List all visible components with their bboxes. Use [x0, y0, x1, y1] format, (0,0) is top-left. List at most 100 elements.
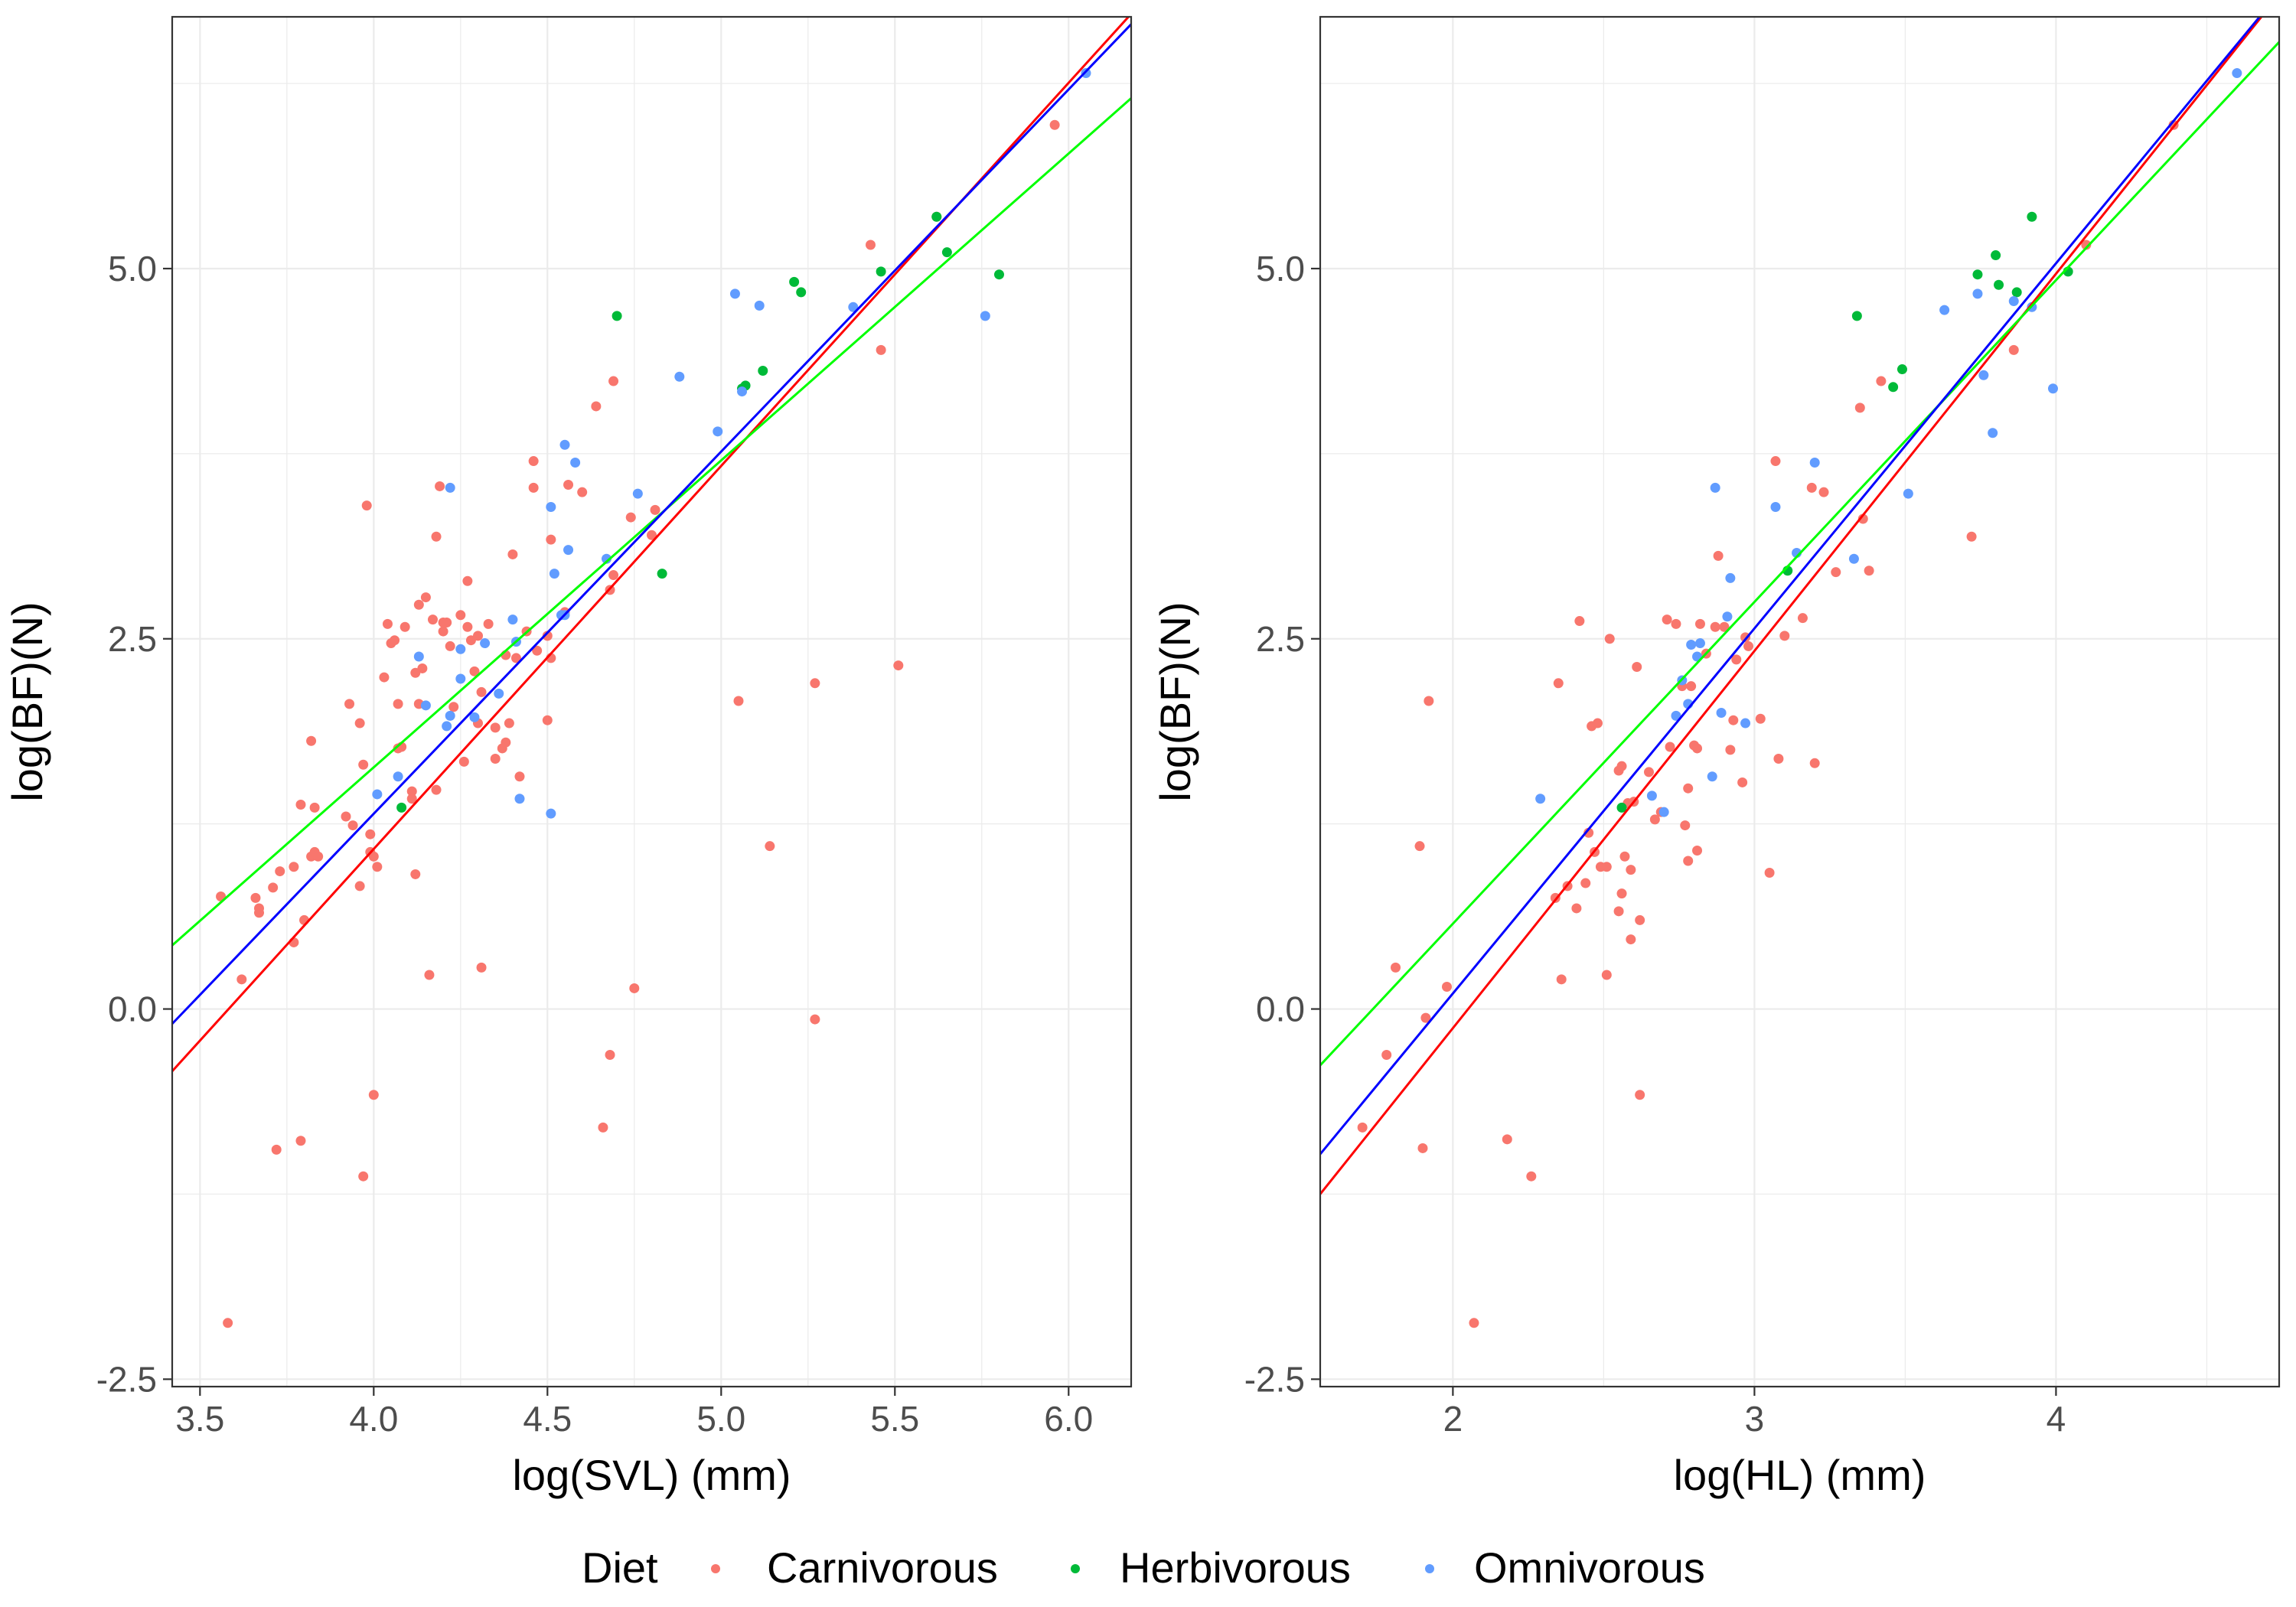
- svl-point-carnivorous: [382, 618, 393, 629]
- svl-point-omnivorous: [559, 439, 570, 450]
- svl-point-herbivorous: [657, 569, 667, 579]
- hl-point-carnivorous: [1381, 1050, 1392, 1061]
- svl-point-carnivorous: [295, 799, 306, 810]
- svl-point-carnivorous: [406, 794, 417, 804]
- svl-point-omnivorous: [420, 700, 431, 711]
- svl-point-herbivorous: [876, 266, 886, 277]
- hl-point-omnivorous: [1710, 482, 1720, 493]
- hl-fit-lines: [1320, 17, 2279, 1195]
- hl-ticks: 2 3 4 -2.5 0.0 2.5 5.0: [1244, 249, 2066, 1439]
- svl-x-tick-label: 5.0: [696, 1399, 745, 1439]
- hl-point-carnivorous: [1818, 487, 1829, 497]
- svl-points: [216, 68, 1091, 1328]
- legend-label-carnivorous: Carnivorous: [767, 1543, 998, 1592]
- legend-key-herbivorous: [1071, 1564, 1080, 1573]
- svl-point-carnivorous: [462, 621, 473, 632]
- svl-point-carnivorous: [629, 983, 640, 993]
- svl-panel-border: [171, 15, 1133, 1388]
- svl-point-omnivorous: [455, 644, 466, 654]
- svl-point-carnivorous: [510, 653, 521, 663]
- svl-point-carnivorous: [542, 631, 553, 641]
- hl-point-carnivorous: [1710, 621, 1720, 632]
- hl-point-herbivorous: [2011, 287, 2022, 298]
- hl-point-carnivorous: [1779, 631, 1790, 641]
- hl-point-carnivorous: [1626, 934, 1636, 945]
- hl-point-herbivorous: [1851, 311, 1862, 321]
- svl-point-carnivorous: [435, 481, 445, 491]
- svl-point-carnivorous: [608, 376, 619, 386]
- svl-point-carnivorous: [542, 715, 553, 725]
- hl-point-carnivorous: [1809, 758, 1820, 768]
- svl-point-carnivorous: [390, 635, 400, 646]
- svl-point-omnivorous: [507, 614, 518, 625]
- hl-point-carnivorous: [1635, 914, 1645, 925]
- hl-x-axis-title: log(HL) (mm): [1674, 1451, 1926, 1499]
- hl-point-carnivorous: [1526, 1171, 1537, 1182]
- svl-point-omnivorous: [372, 789, 383, 800]
- hl-point-carnivorous: [1719, 621, 1730, 632]
- hl-point-carnivorous: [1571, 903, 1582, 914]
- svl-point-carnivorous: [306, 735, 317, 746]
- hl-point-carnivorous: [1966, 531, 1977, 542]
- hl-point-carnivorous: [1469, 1318, 1479, 1328]
- hl-point-omnivorous: [1646, 790, 1657, 801]
- svl-point-carnivorous: [445, 641, 455, 651]
- svl-point-carnivorous: [358, 1171, 369, 1182]
- hl-point-omnivorous: [1848, 553, 1859, 564]
- svl-point-carnivorous: [236, 974, 247, 985]
- svl-y-axis-title: log(BF)(N): [3, 601, 51, 801]
- hl-point-carnivorous: [1692, 743, 1703, 754]
- svl-point-carnivorous: [577, 487, 588, 497]
- svl-point-herbivorous: [796, 287, 807, 298]
- hl-points: [1357, 68, 2242, 1328]
- svl-point-omnivorous: [980, 311, 990, 321]
- svl-point-herbivorous: [941, 247, 952, 258]
- hl-point-herbivorous: [1888, 382, 1899, 393]
- svl-point-carnivorous: [354, 718, 365, 729]
- svl-fit-line-herbivorous: [172, 97, 1131, 947]
- hl-point-carnivorous: [1686, 681, 1697, 692]
- hl-point-carnivorous: [1616, 888, 1627, 899]
- hl-point-carnivorous: [1857, 513, 1868, 524]
- hl-point-carnivorous: [1683, 856, 1694, 866]
- svl-point-carnivorous: [344, 699, 355, 709]
- hl-point-carnivorous: [1502, 1134, 1512, 1145]
- svl-point-omnivorous: [563, 545, 574, 556]
- hl-point-herbivorous: [1972, 269, 1983, 280]
- svl-point-carnivorous: [400, 621, 410, 632]
- svl-fit-lines: [172, 17, 1131, 1072]
- hl-y-tick-label: 5.0: [1256, 249, 1305, 288]
- svl-panel: 3.5 4.0 4.5 5.0 5.5 6.0 -2.5 0.0 2.5 5.0 log(SVL) …: [3, 15, 1133, 1499]
- svl-x-tick-label: 3.5: [175, 1399, 224, 1439]
- svl-point-carnivorous: [598, 1122, 608, 1133]
- svl-point-carnivorous: [733, 696, 744, 706]
- svl-point-carnivorous: [354, 881, 365, 892]
- svl-point-carnivorous: [268, 882, 279, 893]
- svl-point-omnivorous: [393, 771, 403, 782]
- hl-point-carnivorous: [1441, 982, 1452, 993]
- svl-x-tick-label: 6.0: [1044, 1399, 1093, 1439]
- svl-point-carnivorous: [893, 660, 904, 671]
- svl-point-carnivorous: [490, 722, 501, 733]
- svl-x-tick-label: 4.5: [523, 1399, 572, 1439]
- svl-point-carnivorous: [253, 903, 264, 914]
- svl-point-omnivorous: [729, 288, 740, 299]
- svl-point-omnivorous: [601, 553, 612, 564]
- svl-y-tick-label: 5.0: [108, 249, 157, 288]
- hl-fit-line-herbivorous: [1320, 41, 2279, 1067]
- hl-point-carnivorous: [2081, 240, 2092, 250]
- svl-point-herbivorous: [612, 311, 622, 321]
- svl-y-tick-label: 0.0: [108, 989, 157, 1029]
- hl-panel: 2 3 4 -2.5 0.0 2.5 5.0 log(HL) (mm) log(BF)(N): [1151, 15, 2281, 1499]
- hl-point-omnivorous: [1903, 488, 1913, 499]
- hl-panel-border: [1319, 15, 2281, 1388]
- hl-point-omnivorous: [1694, 638, 1705, 649]
- svl-point-carnivorous: [368, 851, 379, 862]
- hl-point-carnivorous: [1556, 974, 1567, 985]
- svl-point-omnivorous: [413, 651, 424, 662]
- hl-point-carnivorous: [1770, 456, 1781, 467]
- hl-point-carnivorous: [1680, 820, 1691, 831]
- svl-point-carnivorous: [504, 718, 514, 729]
- hl-point-carnivorous: [1864, 566, 1874, 576]
